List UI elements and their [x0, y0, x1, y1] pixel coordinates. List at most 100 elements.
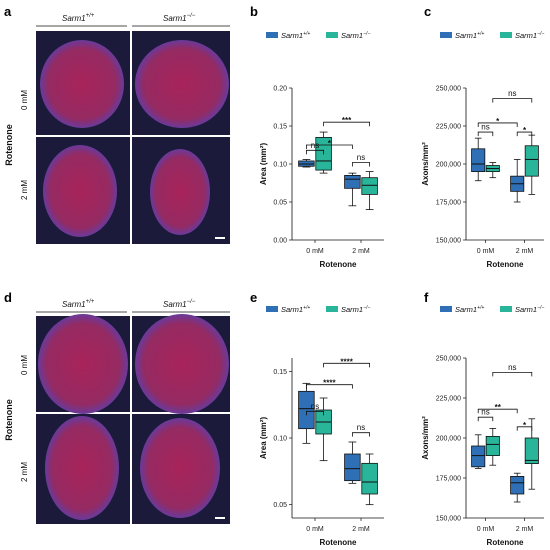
- legend-swatch-ko: [326, 306, 338, 312]
- legend: Sarm1+/+ Sarm1−/−: [440, 305, 544, 314]
- significance-label: ****: [323, 379, 336, 388]
- x-axis-title: Rotenone: [487, 538, 524, 547]
- y-tick-label: 0.10: [273, 162, 287, 169]
- box-wt-1: [344, 441, 361, 484]
- micrograph-panel-d: d Sarm1+/+ Sarm1−/− 0 mM 2 mM Rotenone: [4, 290, 230, 524]
- significance-label: ns: [481, 408, 489, 417]
- legend-label-wt: Sarm1+/+: [455, 31, 484, 40]
- nerve-section: [40, 40, 124, 128]
- scale-bar: [215, 237, 225, 239]
- legend-label-ko: Sarm1−/−: [515, 305, 544, 314]
- panel-letter-b: b: [250, 4, 258, 19]
- legend-swatch-wt: [440, 306, 452, 312]
- y-tick-label: 200,000: [436, 436, 461, 443]
- row-label-0mm: 0 mM: [20, 355, 29, 375]
- significance-bracket: *: [305, 139, 353, 149]
- legend-swatch-wt: [266, 32, 278, 38]
- significance-label: *: [496, 117, 500, 126]
- rotenone-label: Rotenone: [4, 399, 14, 441]
- legend-label-wt: Sarm1+/+: [281, 305, 310, 314]
- significance-label: ns: [481, 123, 489, 132]
- box-wt-1: [510, 472, 525, 503]
- x-tick-label: 2 mM: [352, 248, 370, 255]
- column-label-ko: Sarm1−/−: [163, 13, 196, 23]
- chart-panel-e: e Sarm1+/+ Sarm1−/− 0.05 0.10 0.15 0 mM 2 mM Rot…: [250, 290, 384, 547]
- box-iqr: [298, 390, 315, 430]
- y-tick-label: 0.15: [273, 369, 287, 376]
- nerve-section: [45, 416, 119, 520]
- box-iqr: [361, 462, 378, 495]
- significance-label: ns: [508, 89, 516, 98]
- bracket-line: [492, 372, 533, 377]
- y-tick-label: 0.10: [273, 436, 287, 443]
- x-axis-title: Rotenone: [320, 538, 357, 547]
- significance-label: *: [328, 139, 332, 148]
- significance-bracket: ***: [323, 116, 371, 127]
- significance-bracket: *: [516, 126, 533, 137]
- box-iqr: [471, 445, 486, 468]
- rotenone-label: Rotenone: [4, 124, 14, 166]
- row-label-0mm: 0 mM: [20, 90, 29, 110]
- bracket-line: [477, 122, 518, 127]
- significance-bracket: ****: [305, 379, 353, 389]
- box-wt-0: [471, 434, 486, 469]
- y-axis-title: Axons/mm²: [421, 416, 430, 460]
- box-ko-0: [485, 427, 500, 466]
- bracket-line: [323, 362, 371, 368]
- chart-panel-b: b Sarm1+/+ Sarm1−/− 0.00 0.05 0.10 0.15 0.20 0 m…: [250, 4, 384, 269]
- legend-label-wt: Sarm1+/+: [455, 305, 484, 314]
- bracket-line: [305, 410, 325, 416]
- nerve-section: [135, 40, 229, 128]
- significance-bracket: ns: [305, 141, 325, 155]
- bracket-line: [492, 98, 533, 103]
- chart-panel-f: f Sarm1+/+ Sarm1−/− 150,000 175,000 200,000 22…: [421, 290, 544, 547]
- column-label-wt: Sarm1+/+: [62, 299, 95, 309]
- significance-label: ns: [311, 141, 319, 150]
- x-tick-label: 2 mM: [516, 248, 534, 255]
- bracket-line: [305, 149, 325, 155]
- box-iqr: [361, 177, 378, 195]
- legend-swatch-ko: [500, 32, 512, 38]
- micrograph-panel-a: a Sarm1+/+ Sarm1−/− 0 mM 2 mM Rotenone: [4, 4, 230, 244]
- nerve-section: [135, 314, 229, 414]
- x-tick-label: 0 mM: [306, 526, 324, 533]
- significance-bracket: **: [477, 403, 518, 414]
- box-ko-1: [361, 171, 378, 211]
- y-tick-label: 200,000: [436, 162, 461, 169]
- bracket-line: [305, 144, 353, 149]
- column-label-ko: Sarm1−/−: [163, 299, 196, 309]
- box-ko-1: [524, 134, 539, 195]
- y-tick-label: 175,000: [436, 476, 461, 483]
- legend: Sarm1+/+ Sarm1−/−: [266, 305, 370, 314]
- box-ko-1: [361, 453, 378, 506]
- significance-label: ***: [342, 116, 352, 125]
- significance-label: ns: [311, 402, 319, 411]
- legend: Sarm1+/+ Sarm1−/−: [440, 31, 544, 40]
- bracket-line: [477, 131, 494, 137]
- y-axis-title: Area (mm²): [259, 143, 268, 186]
- nerve-section: [43, 145, 117, 237]
- y-axis-title: Axons/mm²: [421, 142, 430, 186]
- panel-letter-c: c: [424, 4, 431, 19]
- x-axis-title: Rotenone: [487, 260, 524, 269]
- chart-panel-c: c Sarm1+/+ Sarm1−/− 150,000 175,000 200,000 22…: [421, 4, 544, 269]
- y-tick-label: 250,000: [436, 86, 461, 93]
- legend: Sarm1+/+ Sarm1−/−: [266, 31, 370, 40]
- legend-swatch-wt: [440, 32, 452, 38]
- x-tick-label: 0 mM: [477, 526, 495, 533]
- legend-label-ko: Sarm1−/−: [341, 305, 370, 314]
- box-wt-1: [510, 159, 525, 203]
- nerve-section: [140, 418, 220, 518]
- x-axis-title: Rotenone: [320, 260, 357, 269]
- y-tick-label: 0.15: [273, 124, 287, 131]
- significance-bracket: *: [477, 117, 518, 127]
- box-wt-0: [298, 382, 315, 444]
- legend-label-ko: Sarm1−/−: [341, 31, 370, 40]
- panel-letter-e: e: [250, 290, 257, 305]
- legend-swatch-ko: [500, 306, 512, 312]
- y-tick-label: 175,000: [436, 200, 461, 207]
- bracket-line: [516, 131, 533, 137]
- significance-bracket: ns: [351, 153, 371, 167]
- box-iqr: [485, 435, 500, 456]
- significance-label: *: [523, 421, 527, 430]
